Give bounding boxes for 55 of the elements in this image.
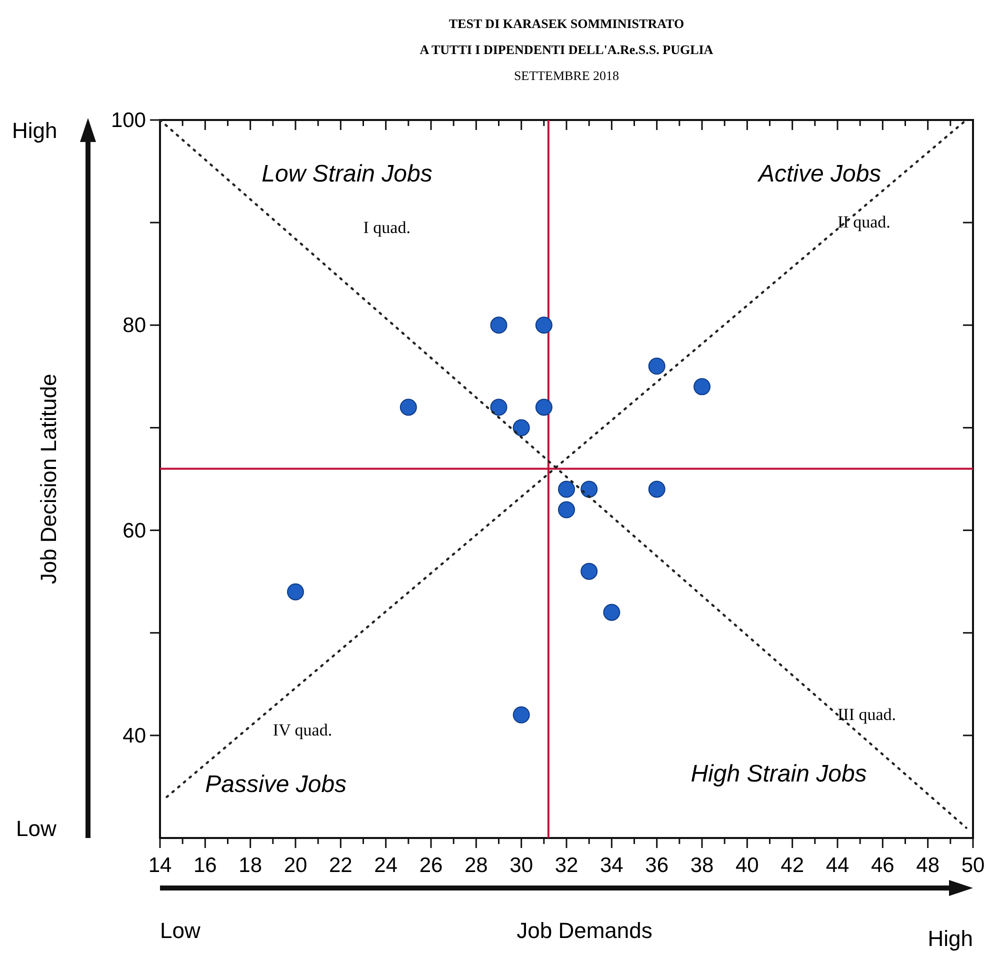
x-tick-label: 50 bbox=[961, 854, 985, 877]
x-tick-label: 24 bbox=[374, 854, 398, 877]
text: Low bbox=[16, 816, 56, 841]
point bbox=[287, 583, 304, 600]
x-tick-label: 28 bbox=[464, 854, 488, 877]
point bbox=[535, 398, 552, 416]
annotation: Low Strain Jobs bbox=[262, 160, 432, 188]
annotation: Passive Jobs bbox=[205, 770, 347, 798]
x-tick-label: 22 bbox=[328, 854, 352, 877]
text: Low bbox=[160, 918, 200, 943]
x-tick-label: 42 bbox=[780, 854, 804, 877]
x-tick-label: 32 bbox=[554, 854, 578, 877]
x-tick-label: 48 bbox=[916, 854, 940, 877]
chart-subtitle: SETTEMBRE 2018 bbox=[514, 68, 620, 83]
x-tick-label: 26 bbox=[419, 854, 443, 877]
x-tick-label: 46 bbox=[870, 854, 894, 877]
point bbox=[490, 316, 508, 334]
point bbox=[558, 501, 575, 518]
point bbox=[648, 358, 666, 375]
point bbox=[648, 480, 666, 498]
x-tick-label: 34 bbox=[600, 854, 624, 877]
y-axis-title: Job Decision Latitude bbox=[36, 374, 61, 584]
point bbox=[400, 398, 417, 416]
point bbox=[580, 562, 598, 580]
text: High bbox=[12, 118, 58, 143]
annotation: Active Jobs bbox=[756, 160, 882, 188]
y-tick-label: 60 bbox=[122, 519, 146, 542]
x-tick-label: 14 bbox=[148, 854, 172, 877]
x-tick-label: 18 bbox=[238, 854, 262, 877]
x-tick-label: 30 bbox=[510, 854, 534, 877]
y-tick-label: 100 bbox=[110, 109, 146, 132]
x-axis-title: Job Demands bbox=[516, 918, 652, 943]
point bbox=[603, 604, 620, 621]
annotation: II quad. bbox=[838, 212, 890, 232]
annotation: High Strain Jobs bbox=[690, 760, 867, 788]
x-tick-label: 40 bbox=[735, 854, 759, 877]
point bbox=[535, 316, 552, 334]
point bbox=[490, 398, 508, 416]
chart-title: TEST DI KARASEK SOMMINISTRATO A TUTTI I DIPENDENTI DELL'A.Re.S.S. PUGLIA bbox=[420, 16, 714, 57]
point bbox=[580, 480, 598, 498]
point bbox=[694, 378, 710, 396]
text: High bbox=[928, 926, 973, 951]
annotation: IV quad. bbox=[272, 720, 332, 740]
y-tick-label: 40 bbox=[122, 724, 146, 748]
point bbox=[512, 706, 530, 724]
x-tick-label: 36 bbox=[645, 854, 669, 877]
x-tick-label: 44 bbox=[826, 854, 850, 877]
annotation: III quad. bbox=[838, 705, 896, 724]
x-tick-label: 20 bbox=[284, 854, 308, 877]
x-tick-label: 38 bbox=[690, 854, 714, 877]
y-tick-label: 80 bbox=[122, 314, 146, 338]
point bbox=[558, 480, 575, 498]
annotation: I quad. bbox=[363, 218, 410, 237]
x-tick-label: 16 bbox=[193, 854, 217, 877]
point bbox=[512, 419, 530, 436]
